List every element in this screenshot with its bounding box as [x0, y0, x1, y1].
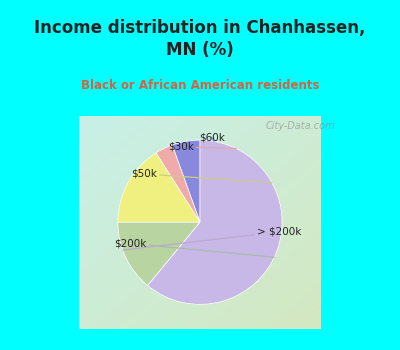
Wedge shape — [172, 140, 200, 222]
Wedge shape — [148, 140, 282, 304]
Text: $50k: $50k — [131, 169, 272, 183]
Wedge shape — [156, 145, 200, 222]
Text: $30k: $30k — [168, 142, 236, 152]
Text: $60k: $60k — [199, 132, 224, 142]
Text: > $200k: > $200k — [123, 227, 301, 250]
Text: $200k: $200k — [114, 238, 274, 257]
Wedge shape — [118, 222, 200, 286]
Text: City-Data.com: City-Data.com — [266, 121, 335, 131]
Text: Income distribution in Chanhassen,
MN (%): Income distribution in Chanhassen, MN (%… — [34, 19, 366, 59]
Wedge shape — [118, 153, 200, 222]
Text: Black or African American residents: Black or African American residents — [81, 79, 319, 92]
